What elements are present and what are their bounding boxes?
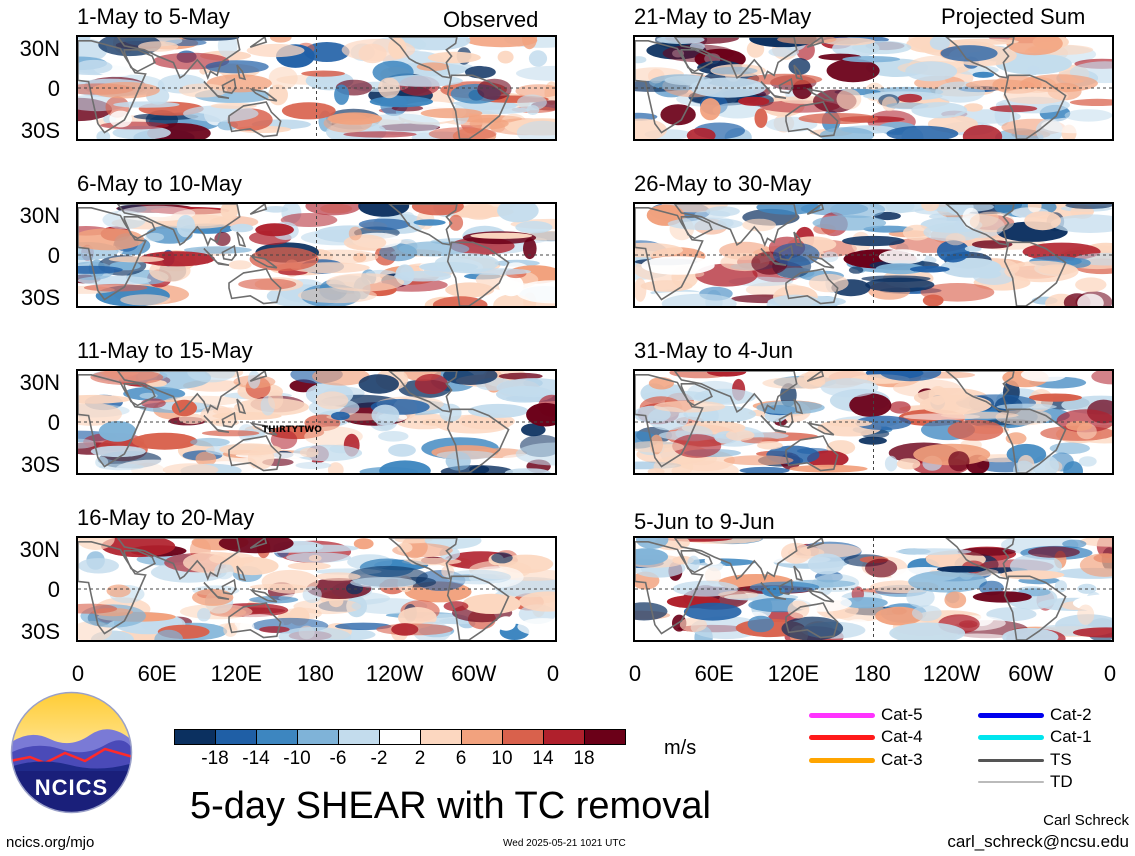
colorbar-units: m/s: [664, 737, 697, 759]
legend-line-icon: [809, 757, 875, 763]
x-tick-label: 120W: [365, 661, 424, 686]
panel-1-title: 1-May to 5-May: [77, 4, 230, 29]
site-link[interactable]: ncics.org/mjo: [6, 834, 95, 851]
ytick-30s: 30S: [20, 452, 60, 477]
legend-line-icon: [809, 734, 875, 740]
colorbar-swatch: [543, 729, 585, 745]
ytick-30s: 30S: [20, 619, 60, 644]
colorbar-label: -2: [370, 748, 388, 769]
ytick-30n: 30N: [19, 370, 60, 395]
x-tick-label: 0: [71, 661, 85, 686]
shear-map-panel: [76, 202, 557, 308]
x-tick-label: 0: [1103, 661, 1117, 686]
legend-item: Cat-4: [809, 726, 923, 748]
legend-item: Cat-1: [978, 726, 1092, 748]
colorbar-swatch: [379, 729, 421, 745]
x-tick-label: 60W: [1008, 661, 1054, 686]
x-tick-label: 0: [628, 661, 642, 686]
panel-2-title: 21-May to 25-May: [634, 4, 812, 29]
ytick-0: 0: [47, 76, 60, 101]
colorbar-label: 2: [414, 748, 426, 769]
x-tick-label: 180: [854, 661, 891, 686]
timestamp: Wed 2025-05-21 1021 UTC: [503, 838, 626, 849]
shear-map-panel: [76, 35, 557, 141]
colorbar-swatch: [420, 729, 462, 745]
legend-item: Cat-2: [978, 704, 1092, 726]
colorbar-swatch: [174, 729, 216, 745]
x-tick-label: 120E: [210, 661, 263, 686]
shear-map-panel: [633, 369, 1114, 475]
colorbar-label: -6: [329, 748, 347, 769]
author: Carl Schreck: [1043, 812, 1129, 829]
ncics-logo: NCICS: [10, 691, 133, 814]
colorbar-swatch: [297, 729, 339, 745]
x-tick-label: 60E: [694, 661, 734, 686]
colorbar-swatch: [502, 729, 544, 745]
panel-2-tag: Projected Sum: [941, 4, 1086, 29]
shear-map-panel: [633, 536, 1114, 642]
legend-label: Cat-3: [881, 750, 923, 769]
logo-text: NCICS: [34, 775, 109, 800]
x-tick-label: 60W: [451, 661, 497, 686]
legend-line-icon: [978, 781, 1044, 783]
colorbar-swatch: [461, 729, 503, 745]
panel-6-title: 31-May to 4-Jun: [634, 338, 793, 363]
colorbar-label: 18: [573, 748, 595, 769]
x-tick-label: 180: [297, 661, 334, 686]
ytick-30s: 30S: [20, 285, 60, 310]
colorbar-label: 10: [491, 748, 513, 769]
ytick-30n: 30N: [19, 203, 60, 228]
main-title: 5-day SHEAR with TC removal: [190, 785, 711, 827]
panel-3-title: 6-May to 10-May: [77, 171, 243, 196]
colorbar-swatch: [338, 729, 380, 745]
colorbar-label: 14: [532, 748, 554, 769]
legend-label: Cat-2: [1050, 705, 1092, 724]
x-tick-label: 120E: [767, 661, 820, 686]
legend-label: TS: [1050, 750, 1072, 769]
colorbar-swatch: [256, 729, 298, 745]
colorbar-label: -18: [201, 748, 229, 769]
legend-line-icon: [978, 734, 1044, 740]
shear-map-panel: [76, 369, 557, 475]
ytick-0: 0: [47, 577, 60, 602]
x-tick-label: 0: [546, 661, 560, 686]
panel-8-title: 5-Jun to 9-Jun: [634, 509, 775, 534]
x-tick-label: 60E: [137, 661, 177, 686]
legend-label: Cat-1: [1050, 727, 1092, 746]
colorbar-label: -14: [242, 748, 270, 769]
panel-7-title: 16-May to 20-May: [77, 505, 255, 530]
ytick-0: 0: [47, 410, 60, 435]
legend-label: Cat-5: [881, 705, 923, 724]
panel-1-tag: Observed: [443, 7, 539, 32]
colorbar-label: 6: [455, 748, 467, 769]
legend-item: TD: [978, 771, 1073, 793]
colorbar-swatch: [584, 729, 626, 745]
ytick-30n: 30N: [19, 36, 60, 61]
x-tick-label: 120W: [922, 661, 981, 686]
legend-item: TS: [978, 749, 1072, 771]
legend-line-icon: [809, 712, 875, 718]
colorbar-swatch: [215, 729, 257, 745]
colorbar-label: -10: [283, 748, 311, 769]
legend-label: TD: [1050, 772, 1073, 791]
legend-item: Cat-3: [809, 749, 923, 771]
ytick-30s: 30S: [20, 118, 60, 143]
legend-line-icon: [978, 712, 1044, 718]
shear-map-panel: [633, 202, 1114, 308]
ytick-30n: 30N: [19, 537, 60, 562]
panel-4-title: 26-May to 30-May: [634, 171, 812, 196]
ytick-0: 0: [47, 243, 60, 268]
shear-map-panel: [633, 35, 1114, 141]
shear-map-panel: [76, 536, 557, 642]
email-link[interactable]: carl_schreck@ncsu.edu: [947, 832, 1129, 851]
storm-label: THIRTYTWO: [262, 425, 322, 435]
legend-label: Cat-4: [881, 727, 923, 746]
panel-5-title: 11-May to 15-May: [77, 338, 253, 363]
legend-line-icon: [978, 758, 1044, 762]
legend-item: Cat-5: [809, 704, 923, 726]
